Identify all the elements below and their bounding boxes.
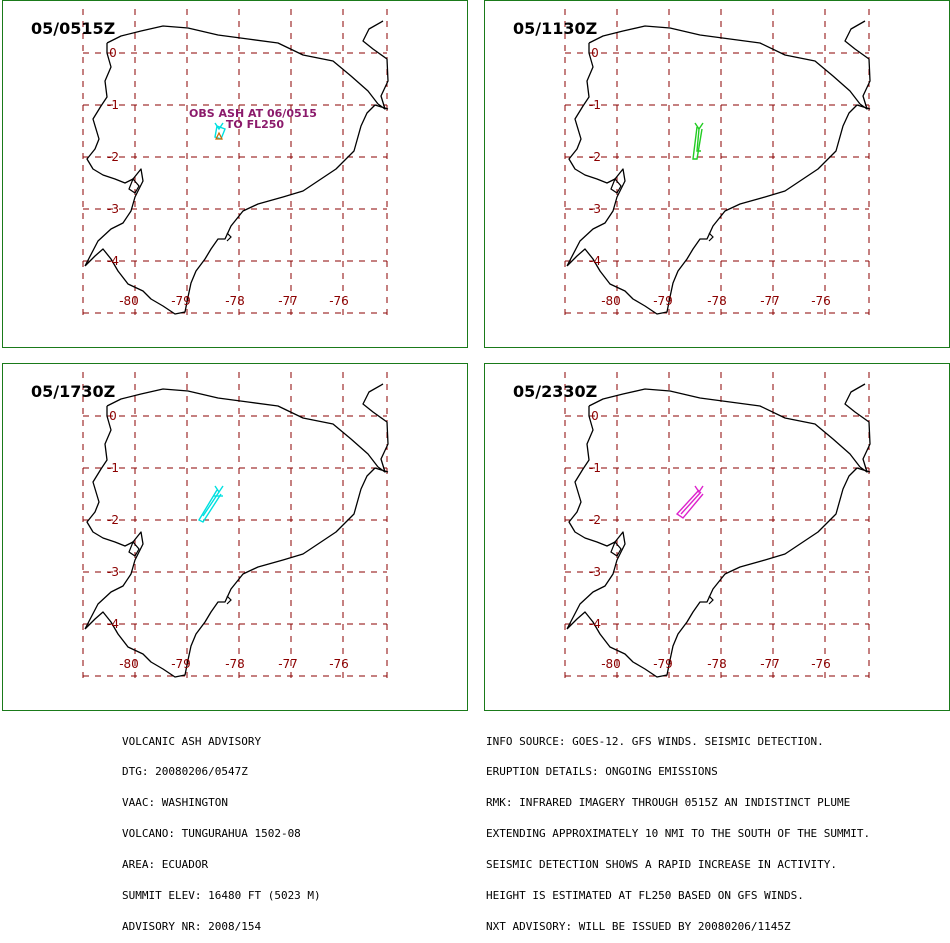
longitude-label: -77 [278,294,298,308]
map-panel-3: 0 -1 -2 -3 -4 -80 -79 -78 -77 -76 05/1730Z [2,363,468,711]
map-panel-4: 0 -1 -2 -3 -4 -80 -79 -78 -77 -76 05/2330Z [484,363,950,711]
map-canvas-3: 0 -1 -2 -3 -4 -80 -79 -78 -77 -76 [82,372,389,684]
ash-plume-outline [214,122,224,131]
remark-line-4: HEIGHT IS ESTIMATED AT FL250 BASED ON GF… [486,889,804,903]
longitude-label: -80 [119,657,139,671]
longitude-label: -79 [171,657,191,671]
latitude-label: 0 [591,46,599,60]
border-detail [708,595,714,605]
latitude-label: -1 [107,461,119,475]
panel-time-4: 05/2330Z [513,382,598,401]
ash-plume-outline [692,126,703,160]
coastline [566,383,871,678]
ash-plume-outline [696,128,701,152]
island-outline [128,540,140,557]
panel-time-3: 05/1730Z [31,382,116,401]
ash-plume-outline [198,489,222,523]
island-outline [128,177,140,194]
longitude-label: -79 [653,657,673,671]
advisory-dtg: DTG: 20080206/0547Z [122,765,248,779]
obs-ash-label: OBS ASH AT 06/0515 [189,107,317,120]
longitude-label: -80 [119,294,139,308]
longitude-label: -80 [601,294,621,308]
map-panel-2: 0 -1 -2 -3 -4 -80 -79 -78 -77 -76 05/1130Z [484,0,950,348]
remark-line-2: EXTENDING APPROXIMATELY 10 NMI TO THE SO… [486,827,871,841]
longitude-label: -79 [171,294,191,308]
ash-plume [214,122,226,140]
advisory-title: VOLCANIC ASH ADVISORY [122,734,262,748]
latitude-label: -2 [589,150,601,164]
border-detail [226,595,232,605]
map-panel-1: 0 -1 -2 -3 -4 -80 -79 -78 -77 -76 OBS ASH AT 06/05… [2,0,468,348]
latitude-label: -2 [107,513,119,527]
coastline [84,20,389,315]
longitude-label: -79 [653,294,673,308]
longitude-label: -80 [601,657,621,671]
longitude-label: -77 [760,294,780,308]
advisory-remarks: INFO SOURCE: GOES-12. GFS WINDS. SEISMIC… [486,716,870,943]
remark-line-3: SEISMIC DETECTION SHOWS A RAPID INCREASE… [486,858,837,872]
latitude-label: 0 [109,46,117,60]
advisory-vaac: VAAC: WASHINGTON [122,796,228,810]
border-detail [708,232,714,242]
island-outline [610,177,622,194]
latitude-label: -4 [107,254,119,268]
panel-time-1: 05/0515Z [31,19,116,38]
longitude-label: -76 [329,294,349,308]
latitude-label: 0 [109,409,117,423]
latitude-label: -3 [589,565,601,579]
ash-plume [675,485,704,519]
latitude-label: -3 [107,565,119,579]
map-canvas-1: 0 -1 -2 -3 -4 -80 -79 -78 -77 -76 OBS ASH AT 06/05… [82,9,389,321]
latitude-label: -1 [107,98,119,112]
longitude-label: -76 [811,294,831,308]
longitude-label: -77 [760,657,780,671]
latitude-label: 0 [591,409,599,423]
latitude-label: -4 [589,254,601,268]
island-outline [610,540,622,557]
eruption-details: ERUPTION DETAILS: ONGOING EMISSIONS [486,765,718,779]
latitude-label: -2 [589,513,601,527]
next-advisory: NXT ADVISORY: WILL BE ISSUED BY 20080206… [486,919,791,933]
longitude-label: -76 [329,657,349,671]
latitude-label: -4 [107,617,119,631]
ash-plume-outline [694,485,704,494]
remark-line-1: RMK: INFRARED IMAGERY THROUGH 0515Z AN I… [486,796,851,810]
longitude-label: -78 [225,657,245,671]
ash-plume-outline [680,491,702,515]
ash-plume [198,485,224,523]
info-source: INFO SOURCE: GOES-12. GFS WINDS. SEISMIC… [486,734,824,748]
advisory-info: VOLCANIC ASH ADVISORY DTG: 20080206/0547… [122,716,321,943]
advisory-area: AREA: ECUADOR [122,858,209,872]
coastline [84,383,389,678]
latitude-label: -1 [589,98,601,112]
border-detail [226,232,232,242]
ash-plume-outline [675,489,704,519]
latitude-label: -2 [107,150,119,164]
map-canvas-4: 0 -1 -2 -3 -4 -80 -79 -78 -77 -76 [564,372,871,684]
latitude-label: -4 [589,617,601,631]
latitude-label: -3 [589,202,601,216]
advisory-volcano: VOLCANO: TUNGURAHUA 1502-08 [122,827,301,841]
latitude-label: -3 [107,202,119,216]
advisory-summit: SUMMIT ELEV: 16480 FT (5023 M) [122,889,321,903]
latitude-label: -1 [589,461,601,475]
volcano-icon [215,131,223,140]
longitude-label: -77 [278,657,298,671]
longitude-label: -76 [811,657,831,671]
obs-ash-height: TO FL250 [226,118,285,131]
coastline [566,20,871,315]
longitude-label: -78 [707,657,727,671]
map-canvas-2: 0 -1 -2 -3 -4 -80 -79 -78 -77 -76 [564,9,871,321]
longitude-label: -78 [225,294,245,308]
ash-plume [692,122,704,160]
panel-time-2: 05/1130Z [513,19,598,38]
advisory-number: ADVISORY NR: 2008/154 [122,919,262,933]
longitude-label: -78 [707,294,727,308]
